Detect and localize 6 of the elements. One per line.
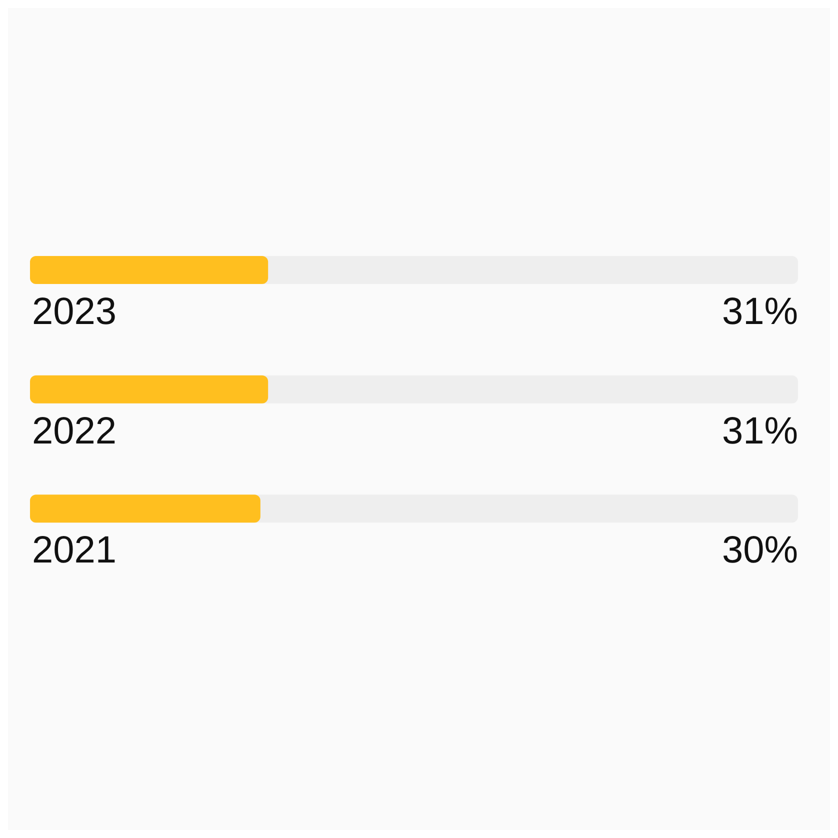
data-label: 31%	[722, 410, 798, 452]
y-tick-label: 2022	[32, 410, 117, 452]
y-tick-label: 2021	[32, 530, 117, 572]
data-label: 30%	[722, 530, 798, 572]
data-label: 31%	[722, 291, 798, 333]
y-tick-label: 2023	[32, 291, 117, 333]
